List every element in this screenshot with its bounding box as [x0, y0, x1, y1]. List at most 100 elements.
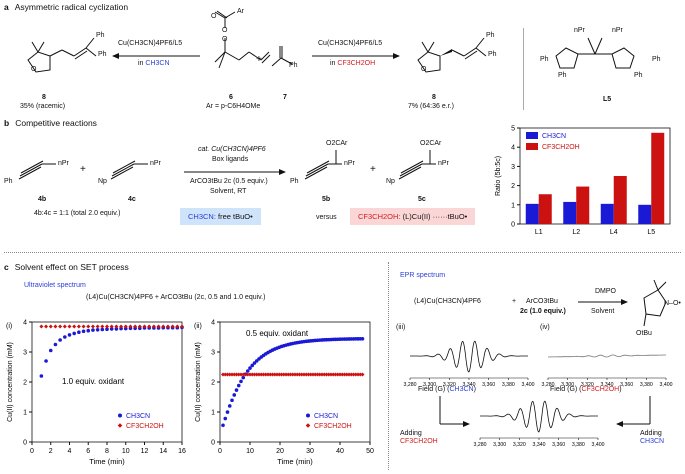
- x-tick-label: 14: [159, 448, 167, 455]
- x-tick-label: 8: [105, 448, 109, 455]
- field-label-cf3ch2oh: Field (G) (CF3CH2OH): [550, 386, 622, 393]
- solvent-label: Solvent: [591, 308, 615, 315]
- data-point-ch3cn: [245, 369, 250, 373]
- data-point-cf3ch2oh: [320, 372, 324, 377]
- data-point-cf3ch2oh: [151, 324, 156, 329]
- data-point-ch3cn: [223, 416, 228, 421]
- data-point-ch3cn: [241, 375, 246, 380]
- data-point-cf3ch2oh: [156, 324, 161, 329]
- legend-label: CF3CH2OH: [126, 423, 164, 430]
- legend-swatch: [526, 143, 538, 150]
- right-product-yield: 7% (64:36 e.r.): [408, 103, 454, 110]
- product-5c-structure: [398, 150, 436, 180]
- x-tick-label: 2: [49, 448, 53, 455]
- data-point-cf3ch2oh: [284, 372, 288, 377]
- product-8-left-structure: [27, 37, 97, 73]
- ph-label: Ph: [486, 32, 495, 39]
- y-tick-label: 3: [211, 350, 215, 357]
- data-point-cf3ch2oh: [288, 372, 293, 377]
- epr-trace: [410, 340, 528, 373]
- data-point-cf3ch2oh: [322, 372, 327, 377]
- bar-cf3ch2oh: [651, 132, 665, 224]
- epr-tick-label: 3,320: [443, 382, 456, 388]
- data-point-cf3ch2oh: [261, 372, 266, 377]
- data-point-ch3cn: [227, 404, 232, 408]
- data-point-cf3ch2oh: [161, 324, 166, 329]
- x-tick-label: 50: [366, 448, 374, 455]
- o-atom: O: [211, 13, 217, 20]
- epr-tick-label: 3,380: [502, 382, 515, 388]
- npr-label: nPr: [612, 27, 623, 34]
- data-point-cf3ch2oh: [338, 372, 342, 377]
- x-tick-label: 10: [122, 448, 130, 455]
- data-point-ch3cn: [44, 359, 48, 363]
- data-point-cf3ch2oh: [81, 324, 86, 329]
- x-tick-label: 4: [68, 448, 72, 455]
- bar-ch3cn: [638, 204, 652, 224]
- data-point-cf3ch2oh: [100, 324, 105, 329]
- data-point-cf3ch2oh: [344, 372, 349, 377]
- y-tick-label: 3: [511, 164, 515, 171]
- panel-label: (ii): [194, 323, 202, 330]
- data-point-cf3ch2oh: [147, 324, 152, 329]
- epr-spectrum-combined: 3,280 3,300 3,320 3,340 3,360 3,380 3,400: [474, 400, 605, 448]
- y-tick-label: 4: [23, 320, 27, 327]
- product-5b-structure: [304, 150, 342, 180]
- data-point-ch3cn: [234, 388, 239, 392]
- condition-ligands: Box ligands: [212, 156, 249, 163]
- data-point-cf3ch2oh: [86, 324, 91, 329]
- data-point-ch3cn: [53, 342, 58, 347]
- panel-c-title: Solvent effect on SET process: [14, 262, 129, 272]
- data-point-ch3cn: [360, 336, 365, 341]
- substrate-ratio-note: 4b:4c = 1:1 (total 2.0 equiv.): [34, 210, 121, 217]
- condition-oxidant: ArCO3tBu 2c (0.5 equiv.): [190, 178, 268, 185]
- uv-title: Ultraviolet spectrum: [24, 282, 86, 289]
- data-point-ch3cn: [252, 361, 257, 365]
- right-product-id: 8: [432, 94, 436, 101]
- data-point-cf3ch2oh: [266, 372, 270, 377]
- data-point-cf3ch2oh: [358, 372, 363, 377]
- adding-right-label: Adding CH3CN: [640, 430, 665, 446]
- epr-spectrum-ch3cn: 3,280 3,300 3,320 3,340 3,360 3,380 3,400: [404, 340, 535, 388]
- y-tick-label: 0: [23, 440, 27, 447]
- epr-tick-label: 3,360: [552, 442, 565, 448]
- data-point-cf3ch2oh: [360, 372, 365, 377]
- epr-tick-label: 3,320: [513, 442, 526, 448]
- o-atom: O: [222, 36, 228, 43]
- npr-label: nPr: [574, 27, 585, 34]
- o-atom: O: [222, 27, 228, 34]
- epr-tick-label: 3,400: [592, 442, 605, 448]
- epr-tick-label: 3,360: [482, 382, 495, 388]
- substrate-4c-structure: [110, 160, 148, 180]
- x-tick-label: 12: [141, 448, 149, 455]
- panel-b-label: b: [4, 118, 10, 128]
- data-point-cf3ch2oh: [114, 324, 119, 329]
- panel-a-header: a Asymmetric radical cyclization: [4, 2, 128, 12]
- data-point-cf3ch2oh: [324, 372, 329, 377]
- epr-title: EPR spectrum: [400, 272, 446, 279]
- epr-tick-label: 3,360: [620, 382, 633, 388]
- data-point-ch3cn: [86, 328, 91, 333]
- ph-label: Ph: [289, 62, 298, 69]
- n-atom: N–O•: [664, 300, 681, 307]
- x-tick-label: 0: [218, 448, 222, 455]
- epr-reagent-2-sub: 2c (1.0 equiv.): [520, 308, 566, 315]
- ph-label: Ph: [540, 56, 549, 63]
- data-point-cf3ch2oh: [239, 372, 243, 377]
- data-point-ch3cn: [105, 327, 109, 331]
- ratio-bar-chart: 0 1 2 3 4 5 L1 L2 L4 L5 Ratio (5b:5c) CH3CN CF3CH2OH: [495, 126, 671, 236]
- data-point-cf3ch2oh: [232, 372, 237, 377]
- panel-b-header: b Competitive reactions: [4, 118, 97, 128]
- data-point-cf3ch2oh: [313, 372, 318, 377]
- conditions-arrow: [184, 169, 286, 175]
- data-point-cf3ch2oh: [315, 372, 320, 377]
- ph-label: Ph: [488, 51, 497, 58]
- panel-iii-label: (iii): [396, 324, 406, 331]
- epr-tick-label: 3,320: [581, 382, 594, 388]
- plot-frame: [519, 127, 671, 225]
- plus-sign: +: [256, 54, 262, 65]
- x-tick-label: 40: [336, 448, 344, 455]
- data-point-ch3cn: [221, 423, 225, 428]
- data-point-ch3cn: [225, 410, 230, 414]
- trap-label: OtBu: [636, 330, 652, 337]
